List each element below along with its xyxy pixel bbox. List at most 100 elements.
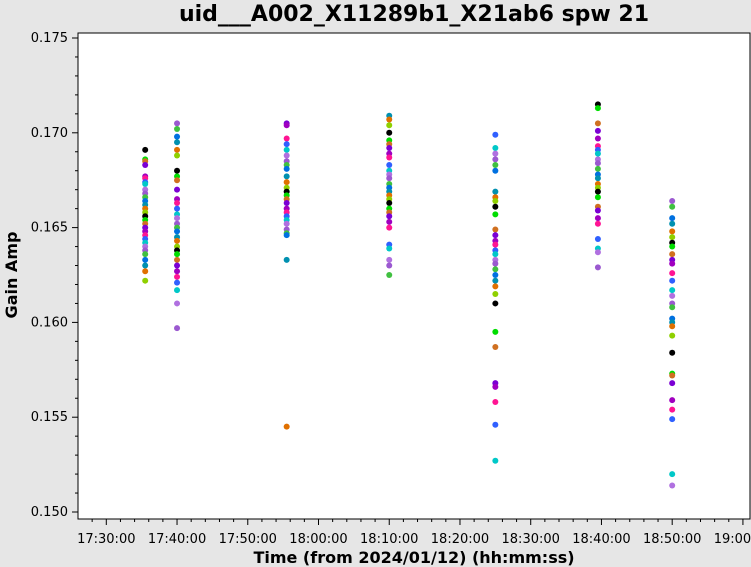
data-point xyxy=(669,287,676,294)
y-tick-label: 0.150 xyxy=(31,505,68,520)
data-point xyxy=(386,213,393,220)
data-point xyxy=(492,272,499,278)
data-point xyxy=(669,380,676,387)
data-point xyxy=(283,122,290,129)
data-point xyxy=(492,266,499,273)
data-point xyxy=(174,133,181,140)
data-point xyxy=(669,234,676,241)
data-point xyxy=(283,199,290,206)
data-point xyxy=(669,349,676,356)
data-point xyxy=(492,260,499,267)
x-tick-label: 18:30:00 xyxy=(502,532,560,547)
data-point xyxy=(386,175,393,182)
data-point xyxy=(594,120,601,127)
data-point xyxy=(492,300,499,307)
data-point xyxy=(174,205,181,212)
data-point xyxy=(669,251,676,258)
data-point xyxy=(669,243,676,250)
data-point xyxy=(492,167,499,174)
data-point xyxy=(174,273,181,280)
data-point xyxy=(492,328,499,335)
x-tick-label: 17:40:00 xyxy=(148,532,206,547)
data-point xyxy=(283,165,290,172)
data-point xyxy=(386,256,393,263)
data-point xyxy=(283,220,290,227)
data-point xyxy=(669,292,676,299)
y-tick-label: 0.155 xyxy=(31,410,68,425)
data-point xyxy=(283,179,290,186)
data-point xyxy=(142,251,149,258)
x-tick-label: 18:40:00 xyxy=(572,532,630,547)
data-point xyxy=(492,226,499,233)
data-point xyxy=(174,262,181,269)
data-point xyxy=(594,150,601,157)
data-point xyxy=(142,277,149,284)
data-point xyxy=(283,232,290,239)
data-point xyxy=(174,146,181,153)
data-point xyxy=(174,177,181,184)
data-point xyxy=(174,325,181,332)
data-point xyxy=(174,139,181,146)
data-point xyxy=(492,277,499,284)
data-point xyxy=(492,198,499,205)
data-point xyxy=(386,162,393,169)
data-point xyxy=(283,152,290,159)
data-point xyxy=(594,249,601,256)
data-point xyxy=(386,129,393,136)
data-point xyxy=(283,256,290,263)
data-point xyxy=(174,126,181,133)
data-point xyxy=(669,332,676,339)
data-point xyxy=(669,482,676,489)
data-point xyxy=(492,241,499,248)
data-point xyxy=(174,287,181,294)
x-axis: 17:30:00 17:40:00 17:50:00 18:00:00 18:10:00… xyxy=(77,519,751,547)
data-point xyxy=(594,207,601,214)
data-point xyxy=(492,162,499,169)
data-point xyxy=(594,160,601,167)
data-point xyxy=(669,260,676,267)
data-point xyxy=(669,471,676,478)
y-axis-label: Gain Amp xyxy=(2,232,21,319)
data-point xyxy=(386,122,393,129)
data-point xyxy=(492,457,499,464)
data-points xyxy=(142,101,676,489)
data-point xyxy=(386,262,393,269)
data-point xyxy=(492,421,499,428)
data-point xyxy=(492,399,499,406)
data-point xyxy=(386,144,393,151)
data-point xyxy=(594,235,601,242)
data-point xyxy=(492,251,499,258)
data-point xyxy=(174,215,181,222)
data-point xyxy=(594,188,601,195)
data-point xyxy=(594,105,601,112)
x-tick-label: 18:50:00 xyxy=(643,532,701,547)
data-point xyxy=(492,150,499,157)
x-tick-label: 18:10:00 xyxy=(360,532,418,547)
data-point xyxy=(386,272,393,278)
y-axis: 0.150 0.155 0.160 0.165 0.170 0.175 xyxy=(31,31,78,520)
data-point xyxy=(386,224,393,231)
data-point xyxy=(283,423,290,430)
data-point xyxy=(669,220,676,227)
data-point xyxy=(594,264,601,271)
data-point xyxy=(594,215,601,222)
data-point xyxy=(492,156,499,163)
data-point xyxy=(386,116,393,123)
data-point xyxy=(386,218,393,225)
data-point xyxy=(174,256,181,263)
x-tick-label: 17:50:00 xyxy=(219,532,277,547)
data-point xyxy=(174,228,181,235)
data-point xyxy=(669,228,676,235)
data-point xyxy=(174,120,181,127)
data-point xyxy=(492,290,499,297)
x-tick-label: 17:30:00 xyxy=(77,532,135,547)
data-point xyxy=(669,277,676,284)
data-point xyxy=(669,270,676,277)
data-point xyxy=(386,245,393,252)
data-point xyxy=(669,372,676,379)
data-point xyxy=(492,203,499,210)
data-point xyxy=(669,397,676,404)
data-point xyxy=(283,173,290,180)
data-point xyxy=(174,279,181,286)
